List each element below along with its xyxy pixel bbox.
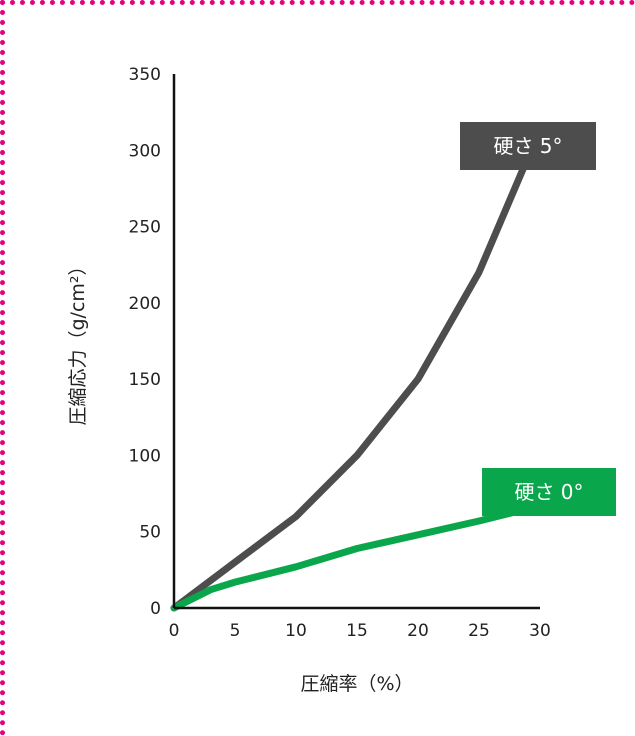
x-tick-label: 25 (468, 621, 490, 641)
y-tick-label: 200 (129, 294, 161, 314)
y-tick-label: 150 (129, 370, 161, 390)
x-tick-label: 10 (285, 621, 307, 641)
series-lines (170, 154, 532, 612)
y-axis-title: 圧縮応力（g/cm²） (67, 256, 89, 425)
series-label-2: 硬さ 0° (482, 468, 616, 516)
series-labels: 硬さ 5° 硬さ 0° (460, 122, 616, 516)
y-tick-label: 350 (129, 65, 161, 85)
series-label-text: 硬さ 0° (514, 480, 583, 504)
x-axis-title: 圧縮率（%） (300, 673, 413, 695)
dotted-frame-left (0, 0, 5, 736)
y-tick-label: 0 (150, 599, 161, 619)
series-label-1: 硬さ 5° (460, 122, 596, 170)
y-tick-label: 100 (129, 446, 161, 466)
x-tick-label: 20 (407, 621, 429, 641)
series-line-1 (170, 154, 532, 612)
x-tick-labels: 0 5 10 15 20 25 30 (169, 621, 551, 641)
dotted-frame-top (0, 0, 635, 5)
y-tick-labels: 0 50 100 150 200 250 300 350 (129, 65, 161, 619)
x-tick-label: 30 (529, 621, 551, 641)
axes (172, 74, 540, 610)
y-tick-label: 300 (129, 141, 161, 161)
y-tick-label: 50 (139, 523, 161, 543)
x-tick-label: 0 (169, 621, 180, 641)
y-tick-label: 250 (129, 218, 161, 238)
x-tick-label: 15 (346, 621, 368, 641)
series-label-text: 硬さ 5° (493, 134, 562, 158)
series-label-box (460, 122, 596, 170)
series-line-2 (170, 505, 532, 612)
series-label-box (482, 468, 616, 516)
x-tick-label: 5 (230, 621, 241, 641)
